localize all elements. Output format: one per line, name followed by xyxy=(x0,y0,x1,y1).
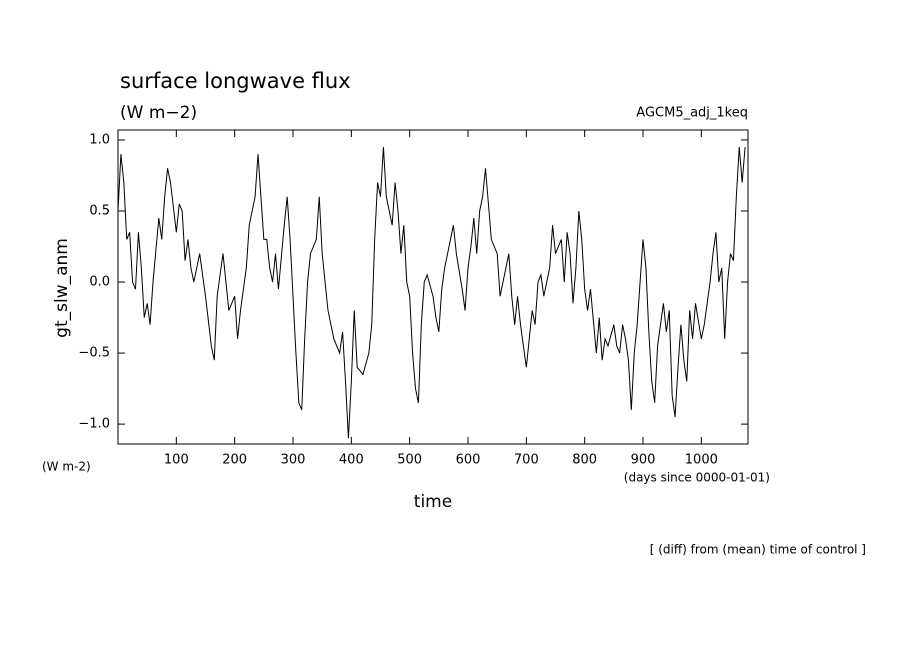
data-line xyxy=(117,147,746,439)
footnote: [ (diff) from (mean) time of control ] xyxy=(650,543,866,557)
x-axis-label: time xyxy=(414,492,452,512)
run-name: AGCM5_adj_1keq xyxy=(636,106,748,121)
x-unit: (days since 0000-01-01) xyxy=(624,471,770,485)
y-tick-label: −0.5 xyxy=(78,346,110,361)
y-axis-label: gt_slw_anm xyxy=(52,238,72,338)
y-tick-label: −1.0 xyxy=(78,417,110,432)
x-tick-label: 800 xyxy=(572,453,597,468)
x-tick-label: 900 xyxy=(631,453,656,468)
x-tick-label: 700 xyxy=(514,453,539,468)
y-unit: (W m-2) xyxy=(42,460,91,474)
y-tick-label: 0.0 xyxy=(89,275,110,290)
chart-subtitle: (W m−2) xyxy=(120,103,197,123)
plot-frame xyxy=(117,129,749,445)
x-tick-label: 1000 xyxy=(685,453,718,468)
y-tick-label: 1.0 xyxy=(89,132,110,147)
x-tick-label: 300 xyxy=(281,453,306,468)
x-tick-label: 200 xyxy=(222,453,247,468)
x-tick-label: 100 xyxy=(164,453,189,468)
x-tick-label: 400 xyxy=(339,453,364,468)
y-tick-label: 0.5 xyxy=(89,203,110,218)
chart-title: surface longwave flux xyxy=(120,69,351,93)
x-tick-label: 500 xyxy=(397,453,422,468)
x-tick-label: 600 xyxy=(456,453,481,468)
